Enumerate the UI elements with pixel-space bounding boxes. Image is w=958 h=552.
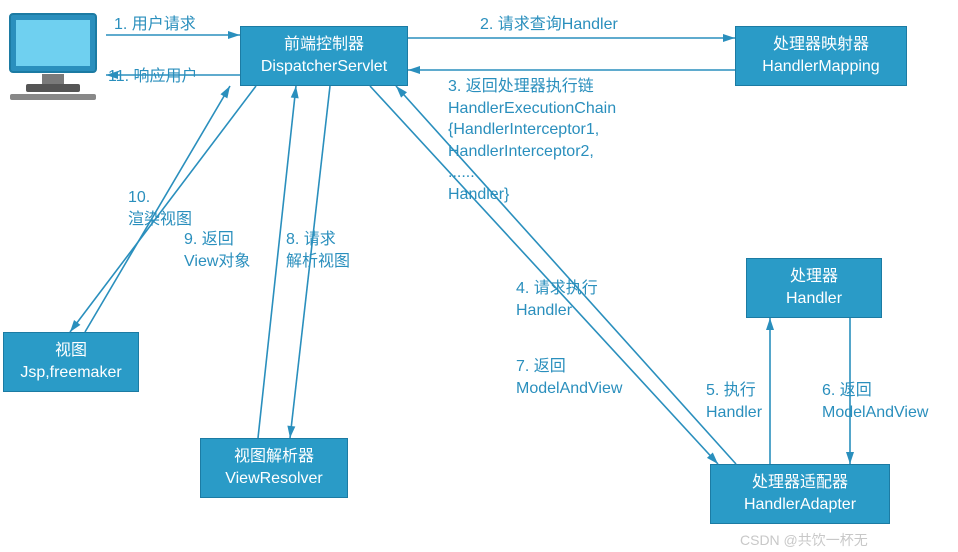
node-mapping-en: HandlerMapping — [762, 56, 879, 78]
node-handler-cn: 处理器 — [790, 266, 838, 288]
label-5: 5. 执行 Handler — [706, 380, 762, 423]
label-7: 7. 返回 ModelAndView — [516, 356, 622, 399]
node-resolver-en: ViewResolver — [225, 468, 323, 490]
node-resolver-cn: 视图解析器 — [234, 446, 314, 468]
node-handler: 处理器 Handler — [746, 258, 882, 318]
label-4: 4. 请求执行 Handler — [516, 278, 598, 321]
node-dispatcher-cn: 前端控制器 — [284, 34, 364, 56]
node-view-cn: 视图 — [55, 340, 87, 362]
node-adapter: 处理器适配器 HandlerAdapter — [710, 464, 890, 524]
node-mapping: 处理器映射器 HandlerMapping — [735, 26, 907, 86]
node-adapter-cn: 处理器适配器 — [752, 472, 848, 494]
label-11: 11. 响应用户 — [108, 66, 198, 88]
watermark: CSDN @共饮一杯无 — [740, 530, 868, 550]
node-mapping-cn: 处理器映射器 — [773, 34, 869, 56]
node-dispatcher-en: DispatcherServlet — [261, 56, 387, 78]
label-3: 3. 返回处理器执行链 HandlerExecutionChain {Handl… — [448, 76, 616, 206]
label-9: 9. 返回 View对象 — [184, 229, 250, 272]
node-adapter-en: HandlerAdapter — [744, 494, 856, 516]
node-dispatcher: 前端控制器 DispatcherServlet — [240, 26, 408, 86]
label-8: 8. 请求 解析视图 — [286, 229, 350, 272]
node-view: 视图 Jsp,freemaker — [3, 332, 139, 392]
label-10: 10. 渲染视图 — [128, 187, 192, 230]
label-2: 2. 请求查询Handler — [480, 14, 618, 36]
label-6: 6. 返回 ModelAndView — [822, 380, 928, 423]
user-monitor-icon — [6, 10, 106, 107]
label-1: 1. 用户请求 — [114, 14, 196, 36]
node-resolver: 视图解析器 ViewResolver — [200, 438, 348, 498]
node-handler-en: Handler — [786, 288, 842, 310]
node-view-en: Jsp,freemaker — [20, 362, 121, 384]
